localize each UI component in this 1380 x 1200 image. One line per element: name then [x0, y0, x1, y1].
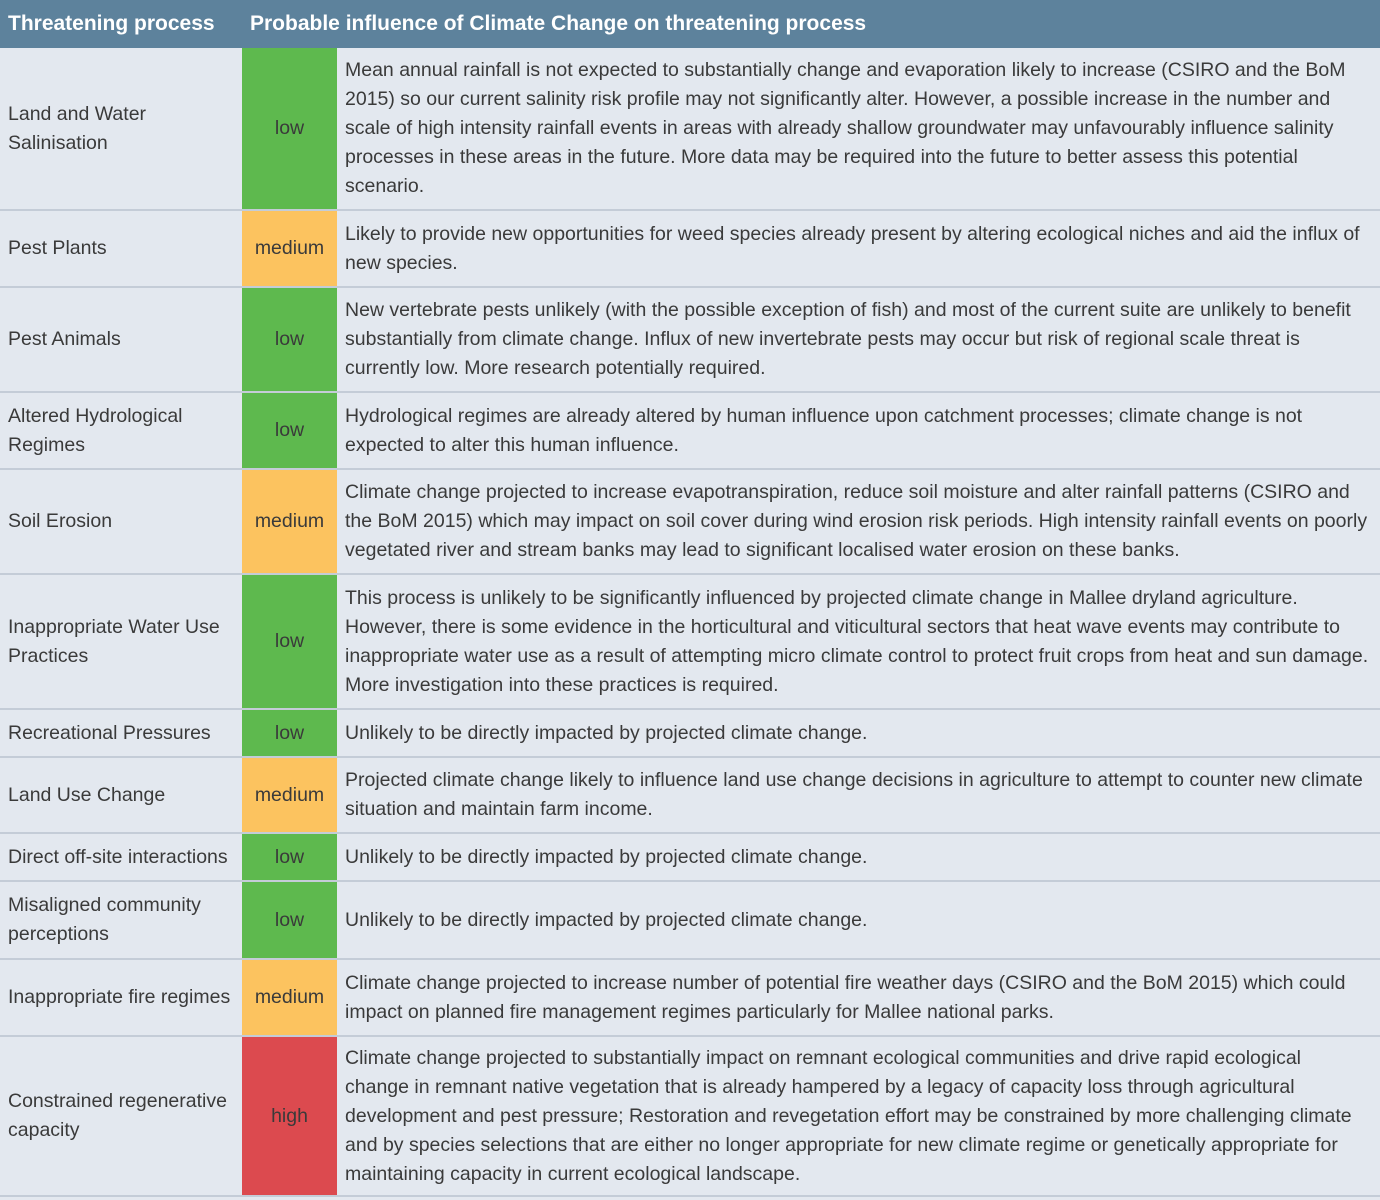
description-cell: Unlikely to be directly impacted by proj… [337, 881, 1380, 960]
rating-cell: low [242, 881, 337, 960]
table-row: Recreational Pressures low Unlikely to b… [0, 709, 1380, 758]
process-cell: Inappropriate Water Use Practices [0, 574, 242, 710]
rating-cell: medium [242, 210, 337, 288]
description-cell: Projected climate change likely to influ… [337, 757, 1380, 834]
description-cell: This process is unlikely to be significa… [337, 574, 1380, 710]
rating-cell: low [242, 709, 337, 758]
process-cell: Soil Erosion [0, 469, 242, 575]
process-cell: Constrained regenerative capacity [0, 1036, 242, 1197]
table-header: Threatening process Probable influence o… [0, 0, 1380, 48]
table-body: Land and Water Salinisation low Mean ann… [0, 48, 1380, 1197]
process-cell: Altered Hydrological Regimes [0, 392, 242, 470]
description-cell: Unlikely to be directly impacted by proj… [337, 709, 1380, 758]
table-row: Inappropriate fire regimes medium Climat… [0, 959, 1380, 1037]
process-cell: Pest Plants [0, 210, 242, 288]
table-row: Land Use Change medium Projected climate… [0, 757, 1380, 834]
rating-cell: low [242, 287, 337, 393]
rating-cell: low [242, 392, 337, 470]
table-row: Altered Hydrological Regimes low Hydrolo… [0, 392, 1380, 470]
rating-cell: high [242, 1036, 337, 1197]
table-row: Inappropriate Water Use Practices low Th… [0, 574, 1380, 710]
table-row: Direct off-site interactions low Unlikel… [0, 833, 1380, 882]
description-cell: Climate change projected to increase num… [337, 959, 1380, 1037]
process-cell: Misaligned community perceptions [0, 881, 242, 960]
description-cell: Mean annual rainfall is not expected to … [337, 48, 1380, 211]
process-cell: Recreational Pressures [0, 709, 242, 758]
description-cell: Climate change projected to substantiall… [337, 1036, 1380, 1197]
rating-cell: low [242, 48, 337, 211]
process-cell: Inappropriate fire regimes [0, 959, 242, 1037]
rating-cell: medium [242, 959, 337, 1037]
process-cell: Pest Animals [0, 287, 242, 393]
rating-cell: low [242, 574, 337, 710]
header-process: Threatening process [0, 0, 242, 48]
description-cell: Climate change projected to increase eva… [337, 469, 1380, 575]
description-cell: New vertebrate pests unlikely (with the … [337, 287, 1380, 393]
process-cell: Land Use Change [0, 757, 242, 834]
table-row: Land and Water Salinisation low Mean ann… [0, 48, 1380, 211]
header-row: Threatening process Probable influence o… [0, 0, 1380, 48]
table-row: Constrained regenerative capacity high C… [0, 1036, 1380, 1197]
rating-cell: medium [242, 757, 337, 834]
table-row: Soil Erosion medium Climate change proje… [0, 469, 1380, 575]
description-cell: Likely to provide new opportunities for … [337, 210, 1380, 288]
table-row: Misaligned community perceptions low Unl… [0, 881, 1380, 960]
description-cell: Unlikely to be directly impacted by proj… [337, 833, 1380, 882]
table-row: Pest Plants medium Likely to provide new… [0, 210, 1380, 288]
rating-cell: low [242, 833, 337, 882]
rating-cell: medium [242, 469, 337, 575]
process-cell: Land and Water Salinisation [0, 48, 242, 211]
process-cell: Direct off-site interactions [0, 833, 242, 882]
table-row: Pest Animals low New vertebrate pests un… [0, 287, 1380, 393]
description-cell: Hydrological regimes are already altered… [337, 392, 1380, 470]
header-influence: Probable influence of Climate Change on … [242, 0, 1380, 48]
